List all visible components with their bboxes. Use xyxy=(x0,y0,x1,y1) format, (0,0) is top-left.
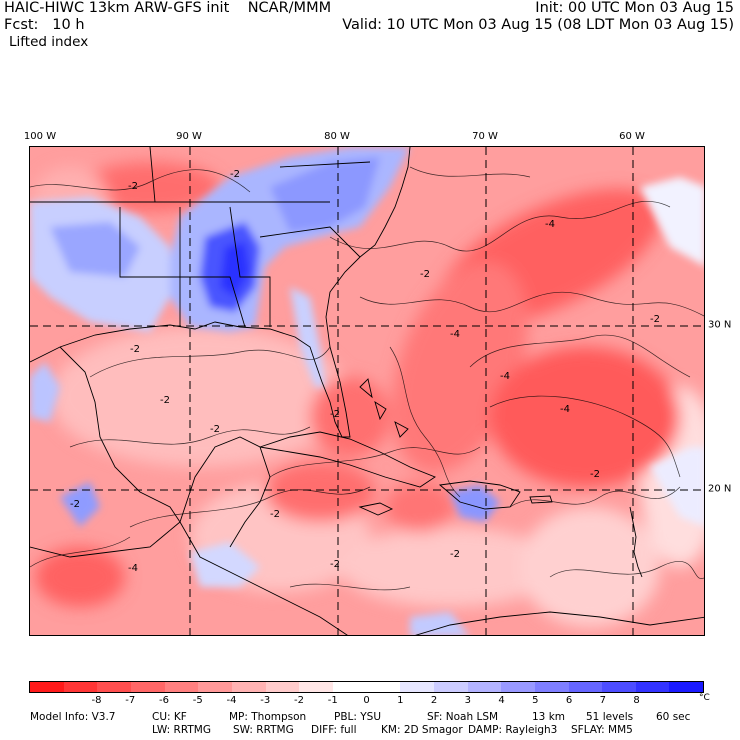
colorbar-segment xyxy=(534,682,569,692)
footer-timestep: 60 sec xyxy=(656,711,691,723)
contour-label: -2 xyxy=(128,181,138,192)
colorbar-tick-label: 1 xyxy=(397,695,404,706)
contour-label: -2 xyxy=(450,549,460,560)
lon-label-100w: 100 W xyxy=(23,131,57,142)
contour-label: -2 xyxy=(70,499,80,510)
contour-label-group: -2 -2 -2 -2 -4 -4 -2 -2 -2 -2 -4 -2 -2 -… xyxy=(70,169,660,574)
field-name: Lifted index xyxy=(9,34,89,50)
colorbar-segment xyxy=(501,682,535,692)
footer-model-info: Model Info: V3.7 xyxy=(30,711,116,723)
colorbar-segment xyxy=(568,682,603,692)
contour-label: -2 xyxy=(590,469,600,480)
footer-cu: CU: KF xyxy=(152,711,187,723)
contour-label: -2 xyxy=(650,314,660,325)
colorbar-tick-label: -4 xyxy=(226,695,237,706)
colorbar-segment xyxy=(635,682,670,692)
colorbar-segment xyxy=(669,682,704,692)
colorbar-tick-label: -1 xyxy=(327,695,338,706)
colorbar-segment xyxy=(63,682,98,692)
contour-label: -2 xyxy=(210,424,220,435)
stable-region-shading xyxy=(30,147,704,635)
init-time: Init: 00 UTC Mon 03 Aug 15 xyxy=(535,0,734,16)
colorbar-tick-label: 7 xyxy=(599,695,606,706)
footer-lw: LW: RRTMG xyxy=(152,724,211,736)
model-title: HAIC-HIWC 13km ARW-GFS init NCAR/MMM xyxy=(4,0,332,16)
colorbar-tick-label: -5 xyxy=(192,695,203,706)
contour-label: -2 xyxy=(330,409,340,420)
footer-pbl: PBL: YSU xyxy=(334,711,382,723)
colorbar-segment xyxy=(299,682,333,692)
colorbar-segment xyxy=(602,682,636,692)
lon-label-60w: 60 W xyxy=(619,131,645,142)
valid-time: Valid: 10 UTC Mon 03 Aug 15 (08 LDT Mon … xyxy=(342,17,734,33)
lon-label-70w: 70 W xyxy=(472,131,498,142)
colorbar-segment xyxy=(164,682,199,692)
footer-km: KM: 2D Smagor xyxy=(381,724,463,736)
contour-lines xyxy=(30,166,704,591)
footer-sflay: SFLAY: MM5 xyxy=(571,724,633,736)
colorbar-tick-label: -3 xyxy=(260,695,271,706)
lon-label-90w: 90 W xyxy=(176,131,202,142)
colorbar-tick-label: -2 xyxy=(294,695,304,706)
colorbar-segment xyxy=(400,682,434,692)
map-canvas: -2 -2 -2 -2 -4 -4 -2 -2 -2 -2 -4 -2 -2 -… xyxy=(30,147,704,635)
footer-mp: MP: Thompson xyxy=(229,711,307,723)
lat-lon-grid xyxy=(30,147,704,635)
colorbar-tick-label: 8 xyxy=(633,695,640,706)
contour-label: -4 xyxy=(500,371,510,382)
colorbar-tick-label: -7 xyxy=(125,695,136,706)
colorbar-unit: °C xyxy=(699,693,710,703)
colorbar-segment xyxy=(97,682,131,692)
contour-label: -4 xyxy=(450,329,460,340)
forecast-hour: Fcst: 10 h xyxy=(4,17,85,33)
lifted-index-map: -2 -2 -2 -2 -4 -4 -2 -2 -2 -2 -4 -2 -2 -… xyxy=(29,146,705,636)
contour-label: -2 xyxy=(270,509,280,520)
lat-label-30n: 30 N xyxy=(708,319,732,331)
contour-label: -2 xyxy=(420,269,430,280)
lat-label-20n: 20 N xyxy=(708,483,732,495)
colorbar-segment xyxy=(366,682,401,692)
field-shading xyxy=(30,162,704,627)
colorbar-segment xyxy=(467,682,502,692)
colorbar-tick-label: -6 xyxy=(159,695,169,706)
colorbar xyxy=(29,681,704,693)
colorbar-tick-label: -8 xyxy=(91,695,102,706)
contour-label: -4 xyxy=(128,563,138,574)
contour-label: -4 xyxy=(545,219,555,230)
footer-sw: SW: RRTMG xyxy=(233,724,294,736)
footer-diff: DIFF: full xyxy=(311,724,357,736)
contour-label: -2 xyxy=(160,395,170,406)
footer-resolution: 13 km xyxy=(532,711,566,723)
contour-label: -2 xyxy=(330,559,340,570)
colorbar-tick-label: 5 xyxy=(532,695,539,706)
colorbar-segment xyxy=(198,682,232,692)
footer-damp: DAMP: Rayleigh3 xyxy=(468,724,558,736)
colorbar-tick-label: 3 xyxy=(464,695,471,706)
colorbar-segment xyxy=(265,682,300,692)
colorbar-tick-label: 0 xyxy=(363,695,370,706)
colorbar-segment xyxy=(130,682,165,692)
footer-sf: SF: Noah LSM xyxy=(427,711,499,723)
footer-levels: 51 levels xyxy=(586,711,634,723)
contour-label: -2 xyxy=(230,169,240,180)
colorbar-segment xyxy=(231,682,266,692)
colorbar-segment xyxy=(30,682,64,692)
colorbar-segment xyxy=(433,682,468,692)
colorbar-tick-label: 4 xyxy=(498,695,505,706)
lon-label-80w: 80 W xyxy=(324,131,350,142)
coastlines xyxy=(30,147,704,635)
colorbar-segment xyxy=(332,682,367,692)
contour-label: -2 xyxy=(130,344,140,355)
contour-label: -4 xyxy=(560,404,570,415)
colorbar-tick-label: 2 xyxy=(430,695,438,706)
colorbar-tick-label: 6 xyxy=(565,695,573,706)
